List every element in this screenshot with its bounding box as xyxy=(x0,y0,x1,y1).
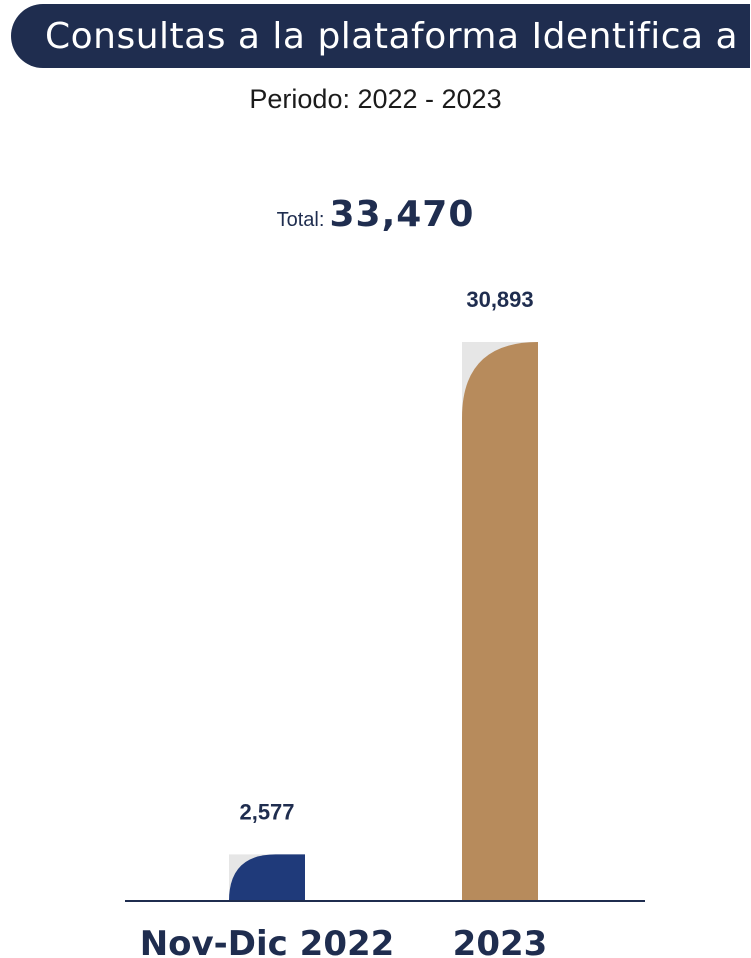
x-tick-label: Nov-Dic 2022 xyxy=(140,924,395,958)
chart-subtitle: Periodo: 2022 - 2023 xyxy=(249,84,502,114)
bar-value-label: 30,893 xyxy=(466,287,533,312)
bar xyxy=(462,342,538,901)
total-value: 33,470 xyxy=(329,194,475,235)
bar-value-label: 2,577 xyxy=(239,799,294,824)
title-banner: Consultas a la plataforma Identifica a xyxy=(11,4,750,68)
total-summary: Total: 33,470 xyxy=(0,194,751,235)
total-label: Total: xyxy=(276,209,325,231)
bar xyxy=(229,854,305,901)
chart-title: Consultas a la plataforma Identifica a xyxy=(45,15,739,57)
x-tick-label: 2023 xyxy=(453,924,548,958)
